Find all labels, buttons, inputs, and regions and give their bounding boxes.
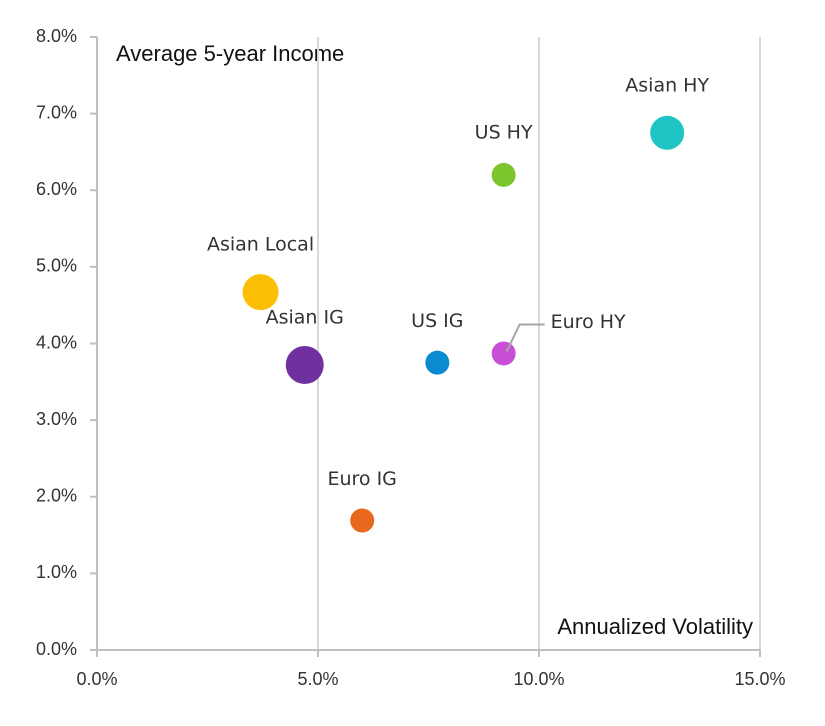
x-axis-title: Annualized Volatility xyxy=(557,614,753,639)
point-label: Euro HY xyxy=(551,311,626,333)
bubble xyxy=(285,345,324,384)
y-tick-label: 4.0% xyxy=(36,332,77,352)
point-label: Asian IG xyxy=(266,306,344,328)
x-tick-label: 0.0% xyxy=(76,669,117,689)
y-axis-title: Average 5-year Income xyxy=(116,41,344,66)
y-tick-label: 7.0% xyxy=(36,102,77,122)
bubble xyxy=(491,341,516,366)
x-tick-label: 5.0% xyxy=(297,669,338,689)
bubble xyxy=(425,350,450,375)
point-label: Asian Local xyxy=(207,234,314,256)
bubble xyxy=(350,508,375,533)
x-tick-label: 15.0% xyxy=(734,669,785,689)
x-tick-label: 10.0% xyxy=(513,669,564,689)
y-tick-label: 1.0% xyxy=(36,562,77,582)
y-tick-label: 5.0% xyxy=(36,256,77,276)
point-label: US HY xyxy=(475,121,533,143)
bubble xyxy=(242,274,279,311)
y-tick-label: 2.0% xyxy=(36,486,77,506)
y-tick-label: 8.0% xyxy=(36,26,77,46)
bubble xyxy=(650,115,685,150)
y-tick-label: 3.0% xyxy=(36,409,77,429)
leader-line xyxy=(505,323,545,352)
point-label: US IG xyxy=(411,310,463,332)
bubble xyxy=(491,162,516,187)
y-tick-label: 6.0% xyxy=(36,179,77,199)
point-label: Euro IG xyxy=(327,468,396,490)
point-label: Asian HY xyxy=(625,74,709,96)
y-tick-label: 0.0% xyxy=(36,639,77,659)
